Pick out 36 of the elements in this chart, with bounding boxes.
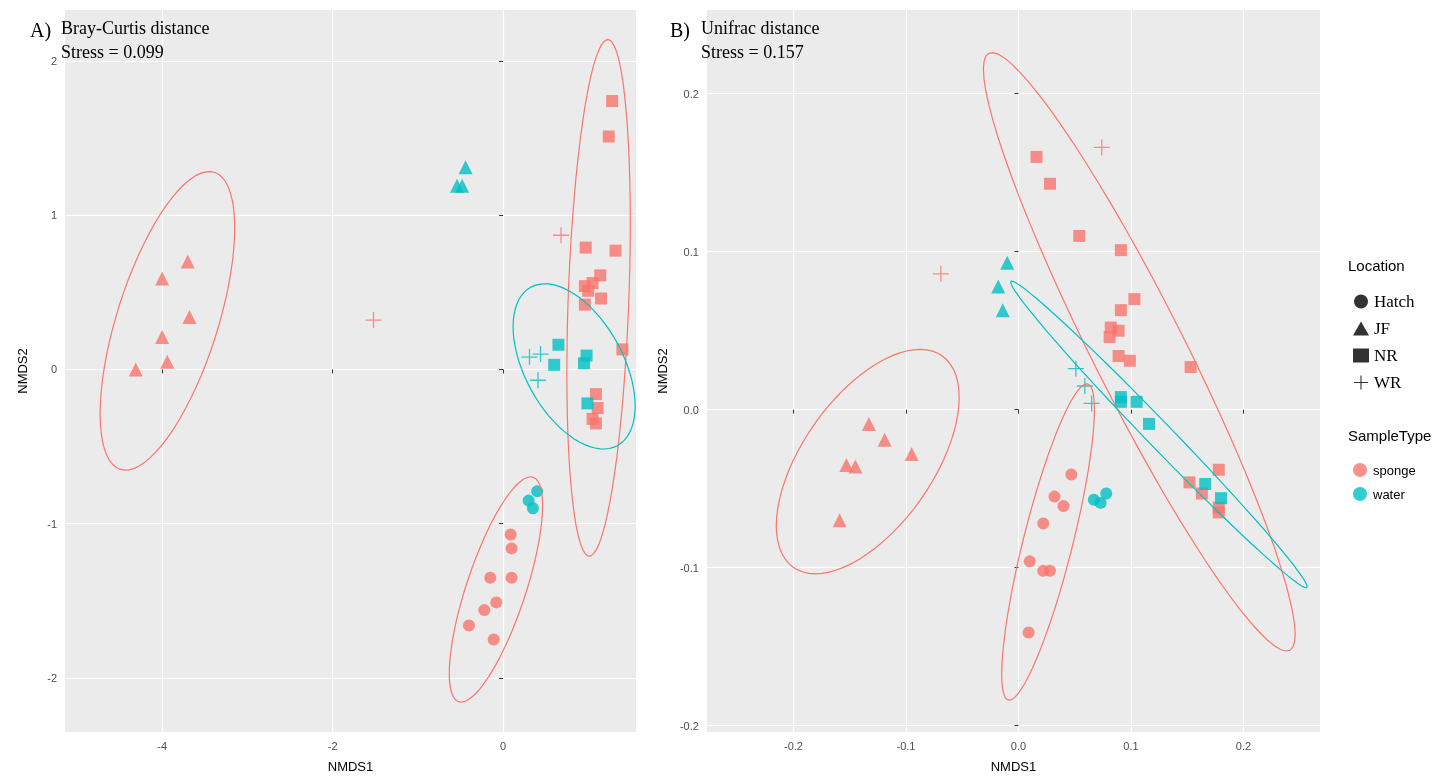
y-tick-label: 0: [50, 363, 57, 376]
text: Location: [1348, 257, 1405, 274]
x-tick-label: -0.2: [784, 739, 803, 752]
x-tick-label: -4: [157, 739, 168, 752]
y-tick-label: 0.1: [683, 245, 699, 258]
y-tick-label: 1: [50, 209, 57, 222]
text: SampleType: [1348, 427, 1432, 444]
text: Stress = 0.099: [61, 42, 164, 62]
legend-label: WR: [1374, 373, 1403, 392]
legend-label: water: [1372, 486, 1406, 502]
x-axis-title: NMDS1: [990, 759, 1037, 774]
x-axis-title: NMDS1: [327, 759, 374, 774]
y-tick-label: 2: [50, 54, 57, 67]
legend-label: JF: [1374, 319, 1391, 338]
y-tick-label: 0.2: [683, 87, 699, 100]
y-tick-label: -1: [47, 517, 57, 530]
legend-label: sponge: [1373, 462, 1416, 478]
text: A): [30, 19, 52, 42]
chart-title: Bray-Curtis distance: [61, 18, 210, 38]
x-tick-label: -0.1: [896, 739, 916, 752]
y-axis-title: NMDS2: [15, 348, 30, 394]
x-tick-label: 0.1: [1123, 739, 1139, 752]
legend-label: Hatch: [1374, 292, 1416, 311]
x-tick-label: 0.0: [1010, 739, 1027, 752]
x-tick-label: 0: [499, 739, 507, 752]
y-tick-label: 0.0: [683, 403, 699, 416]
y-tick-label: -0.2: [679, 719, 699, 732]
y-axis-title: NMDS2: [655, 348, 670, 394]
legend-label: NR: [1374, 346, 1399, 365]
y-tick-label: -2: [47, 672, 57, 684]
x-tick-label: -2: [327, 739, 338, 752]
x-tick-label: 0.2: [1235, 739, 1252, 752]
text: Stress = 0.157: [701, 42, 804, 62]
text: B): [670, 19, 690, 42]
y-tick-label: -0.1: [679, 561, 699, 574]
text: Unifrac distance: [701, 18, 820, 38]
